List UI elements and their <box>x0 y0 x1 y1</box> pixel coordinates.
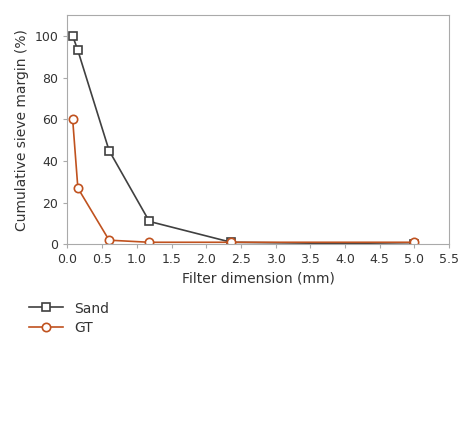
GT <box>146 240 152 245</box>
Sand <box>70 33 75 39</box>
Line: Sand: Sand <box>69 32 419 249</box>
Sand <box>228 240 234 245</box>
X-axis label: Filter dimension (mm): Filter dimension (mm) <box>182 272 335 286</box>
Sand <box>75 48 81 53</box>
Sand <box>411 242 417 247</box>
GT <box>70 117 75 122</box>
Sand <box>146 219 152 224</box>
GT <box>411 240 417 245</box>
Line: GT: GT <box>69 115 419 247</box>
GT <box>228 240 234 245</box>
Legend: Sand, GT: Sand, GT <box>28 302 109 335</box>
Sand <box>106 148 112 153</box>
GT <box>75 185 81 190</box>
Y-axis label: Cumulative sieve margin (%): Cumulative sieve margin (%) <box>15 29 29 231</box>
GT <box>106 238 112 243</box>
